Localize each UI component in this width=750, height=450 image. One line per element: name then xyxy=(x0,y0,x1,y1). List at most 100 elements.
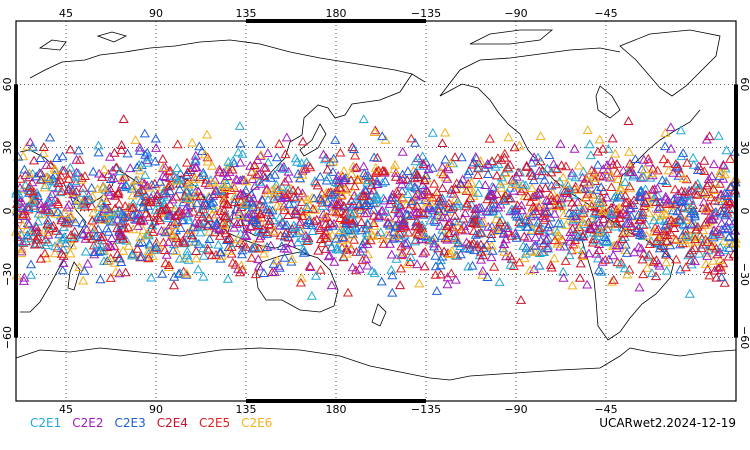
observation-marker xyxy=(142,197,153,207)
observation-marker xyxy=(450,152,461,162)
observation-marker xyxy=(665,240,676,250)
observation-marker xyxy=(287,254,298,263)
observation-marker xyxy=(584,139,595,149)
observation-marker xyxy=(611,217,622,227)
observation-marker xyxy=(253,225,264,235)
observation-marker xyxy=(660,193,671,203)
observation-marker xyxy=(125,163,136,173)
observation-marker xyxy=(725,196,737,206)
observation-marker xyxy=(86,182,97,192)
observation-marker xyxy=(300,219,311,229)
observation-marker xyxy=(647,184,658,194)
observation-marker xyxy=(35,204,47,214)
observation-marker xyxy=(357,255,368,265)
observation-marker xyxy=(473,228,484,238)
observation-marker xyxy=(525,265,536,275)
observation-marker xyxy=(724,231,735,241)
observation-marker xyxy=(661,209,672,219)
observation-marker xyxy=(683,196,694,205)
observation-marker xyxy=(678,173,689,183)
observation-marker xyxy=(18,151,29,161)
observation-marker xyxy=(182,167,193,177)
observation-marker xyxy=(15,248,27,258)
observation-marker xyxy=(213,239,224,249)
observation-marker xyxy=(350,150,361,160)
observation-marker xyxy=(692,165,704,174)
observation-marker xyxy=(489,261,500,271)
observation-marker xyxy=(574,225,585,235)
observation-marker xyxy=(507,179,518,188)
observation-marker xyxy=(540,212,551,222)
observation-marker xyxy=(28,195,39,205)
observation-marker xyxy=(540,183,551,192)
observation-marker xyxy=(613,174,624,184)
observation-marker xyxy=(372,179,383,188)
observation-marker xyxy=(464,243,475,253)
observation-marker xyxy=(656,210,667,220)
observation-marker xyxy=(594,224,606,233)
observation-marker xyxy=(434,199,445,209)
observation-marker xyxy=(437,212,448,222)
observation-marker xyxy=(425,215,436,225)
observation-marker xyxy=(274,212,285,222)
observation-marker xyxy=(517,217,528,227)
observation-marker xyxy=(151,142,162,152)
observation-marker xyxy=(182,211,193,221)
observation-marker xyxy=(281,132,292,142)
observation-marker xyxy=(623,218,634,228)
observation-marker xyxy=(624,146,635,156)
observation-marker xyxy=(509,142,520,152)
observation-marker xyxy=(349,181,360,191)
observation-marker xyxy=(288,191,299,201)
observation-marker xyxy=(77,197,88,207)
observation-marker xyxy=(700,259,712,268)
observation-marker xyxy=(643,199,654,209)
observation-marker xyxy=(427,192,438,202)
observation-marker xyxy=(377,166,388,176)
observation-marker xyxy=(678,148,689,157)
observation-marker xyxy=(260,162,271,172)
observation-marker xyxy=(312,180,323,190)
observation-marker xyxy=(261,183,272,193)
observation-marker xyxy=(28,142,39,152)
observation-marker xyxy=(227,257,238,267)
observation-marker xyxy=(460,208,471,218)
observation-marker xyxy=(198,200,209,210)
observation-marker xyxy=(411,207,422,216)
observation-marker xyxy=(584,222,595,232)
observation-marker xyxy=(314,221,325,231)
observation-marker xyxy=(469,245,480,255)
observation-marker xyxy=(355,204,366,214)
observation-marker xyxy=(254,176,265,186)
observation-marker xyxy=(158,171,169,180)
observation-marker xyxy=(173,237,184,247)
coastline-segment xyxy=(15,347,737,381)
observation-marker xyxy=(321,211,332,221)
observation-marker xyxy=(249,199,260,209)
observation-marker xyxy=(59,165,70,175)
observation-marker xyxy=(626,210,637,220)
observation-marker xyxy=(346,201,357,211)
observation-marker xyxy=(568,213,579,223)
observation-marker xyxy=(144,182,155,192)
observation-marker xyxy=(17,210,28,220)
observation-marker xyxy=(258,201,269,211)
observation-marker xyxy=(143,246,154,256)
observation-marker xyxy=(394,233,405,243)
observation-marker xyxy=(636,192,647,201)
observation-marker xyxy=(187,233,198,243)
observation-marker xyxy=(235,190,246,200)
observation-marker xyxy=(660,127,671,137)
observation-marker xyxy=(615,182,626,192)
observation-marker xyxy=(486,252,497,262)
observation-markers xyxy=(10,114,741,304)
observation-marker xyxy=(482,272,493,281)
observation-marker xyxy=(522,191,533,201)
observation-marker xyxy=(603,237,614,247)
observation-marker xyxy=(611,204,622,214)
observation-marker xyxy=(413,221,424,231)
left-lat-tick-label: 30 xyxy=(1,141,14,155)
observation-marker xyxy=(22,229,33,239)
observation-marker xyxy=(585,150,596,160)
observation-marker xyxy=(615,185,626,194)
